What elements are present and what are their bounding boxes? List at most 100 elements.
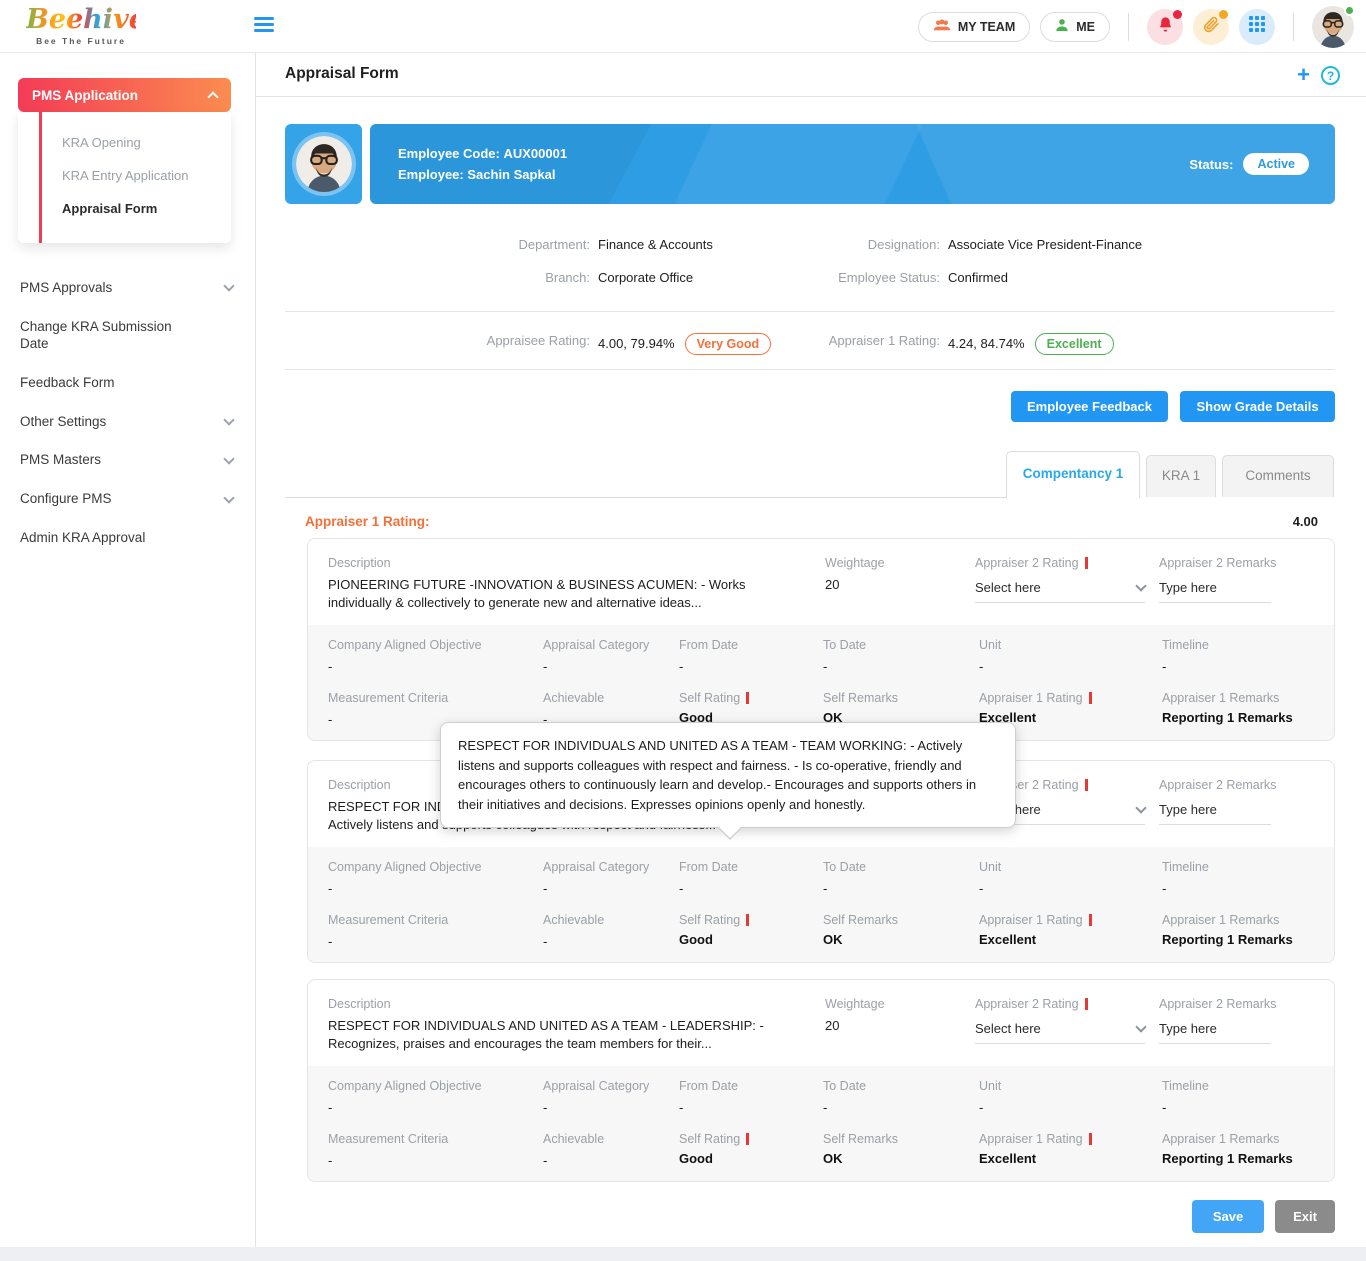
appraiser1-remarks-value: Reporting 1 Remarks xyxy=(1162,931,1293,947)
employee-name-line: Employee: Sachin Sapkal xyxy=(398,167,556,182)
measurement-criteria-value: - xyxy=(328,711,333,727)
chevron-down-icon xyxy=(223,280,235,293)
avatar-image xyxy=(1312,5,1354,48)
me-label: ME xyxy=(1076,19,1095,34)
weightage-value: 20 xyxy=(825,577,840,592)
competency-card: Description PIONEERING FUTURE -INNOVATIO… xyxy=(307,538,1335,741)
self-remarks-value: OK xyxy=(823,931,843,947)
sidebar: PMS Application KRA Opening KRA Entry Ap… xyxy=(0,53,256,1247)
appraiser2-remarks-input[interactable]: Type here xyxy=(1159,1021,1271,1044)
achievable-label: Achievable xyxy=(543,690,605,705)
sidebar-item-kra-entry-application[interactable]: KRA Entry Application xyxy=(62,168,189,183)
unit-label: Unit xyxy=(979,1079,1002,1093)
help-icon[interactable]: ? xyxy=(1321,66,1340,85)
appraiser2-rating-select[interactable]: Select here xyxy=(975,579,1147,603)
sidebar-item-other-settings[interactable]: Other Settings xyxy=(0,403,255,442)
main-content: Appraisal Form + ? Employee Code: AUX000… xyxy=(256,53,1366,1247)
logo-text: Beehive xyxy=(26,4,146,35)
tab-comments[interactable]: Comments xyxy=(1222,455,1334,497)
description-label: Description xyxy=(328,556,391,570)
measurement-criteria-value: - xyxy=(328,933,333,949)
company-aligned-objective-value: - xyxy=(328,1100,333,1115)
top-bar: Beehive Bee The Future MY TEAM ME xyxy=(0,0,1366,53)
sidebar-item-appraisal-form[interactable]: Appraisal Form xyxy=(62,201,158,216)
divider xyxy=(1293,12,1294,41)
divider xyxy=(285,311,1335,312)
my-team-button[interactable]: MY TEAM xyxy=(917,11,1031,42)
designation-value: Associate Vice President-Finance xyxy=(948,237,1143,252)
timeline-value: - xyxy=(1162,659,1167,674)
sidebar-item-configure-pms[interactable]: Configure PMS xyxy=(0,480,255,519)
save-button[interactable]: Save xyxy=(1192,1200,1264,1233)
to-date-value: - xyxy=(823,659,828,674)
appraiser1-remarks-value: Reporting 1 Remarks xyxy=(1162,709,1293,725)
appraisal-category-label: Appraisal Category xyxy=(543,860,650,874)
designation-label: Designation: xyxy=(867,237,940,252)
timeline-value: - xyxy=(1162,881,1167,896)
required-indicator xyxy=(746,1132,750,1145)
appraiser2-remarks-input[interactable]: Type here xyxy=(1159,802,1271,825)
company-aligned-objective-value: - xyxy=(328,659,333,674)
from-date-label: From Date xyxy=(679,638,739,652)
achievable-value: - xyxy=(543,933,548,949)
required-indicator xyxy=(746,913,750,926)
weightage-label: Weightage xyxy=(825,556,885,570)
appraiser2-remarks-input[interactable]: Type here xyxy=(1159,580,1271,603)
employee-code-line: Employee Code: AUX00001 xyxy=(398,146,568,161)
self-remarks-value: OK xyxy=(823,1150,843,1166)
achievable-value: - xyxy=(543,711,548,727)
chevron-up-icon xyxy=(207,91,219,103)
tab-compentancy-1[interactable]: Compentancy 1 xyxy=(1006,451,1140,498)
hamburger-menu-icon[interactable] xyxy=(254,17,274,35)
employee-code: AUX00001 xyxy=(503,146,568,161)
sidebar-item-feedback-form[interactable]: Feedback Form xyxy=(20,374,115,390)
self-rating-value: Good xyxy=(679,709,713,725)
me-button[interactable]: ME xyxy=(1040,11,1110,42)
beehive-logo[interactable]: Beehive Bee The Future xyxy=(26,4,146,47)
tab-kra-1[interactable]: KRA 1 xyxy=(1146,455,1216,497)
appraiser2-remarks-label: Appraiser 2 Remarks xyxy=(1159,778,1277,792)
sidebar-item-pms-masters[interactable]: PMS Masters xyxy=(0,441,255,480)
sidebar-item-change-kra-submission-date[interactable]: Change KRA Submission Date xyxy=(20,318,172,351)
employee-feedback-button[interactable]: Employee Feedback xyxy=(1011,391,1168,422)
description-value: RESPECT FOR INDIVIDUALS AND UNITED AS A … xyxy=(328,1018,764,1051)
required-indicator xyxy=(1084,998,1088,1010)
notifications-button[interactable] xyxy=(1147,8,1183,45)
appraiser1-rating-value: Excellent xyxy=(979,709,1037,725)
appraiser2-rating-select[interactable]: Select here xyxy=(975,1020,1147,1044)
show-grade-details-button[interactable]: Show Grade Details xyxy=(1180,391,1335,422)
appraiser1-remarks-label: Appraiser 1 Remarks xyxy=(1162,690,1280,705)
self-remarks-label: Self Remarks xyxy=(823,1131,899,1146)
user-avatar[interactable] xyxy=(1312,4,1355,48)
apps-button[interactable] xyxy=(1239,8,1275,45)
measurement-criteria-value: - xyxy=(328,1152,333,1168)
self-remarks-label: Self Remarks xyxy=(823,912,899,927)
sidebar-item-pms-application[interactable]: PMS Application xyxy=(18,78,231,112)
required-indicator xyxy=(1084,557,1088,569)
appraiser1-rating-label: Appraiser 1 Rating: xyxy=(828,333,940,348)
sidebar-item-admin-kra-approval[interactable]: Admin KRA Approval xyxy=(20,530,146,546)
appraiser1-remarks-label: Appraiser 1 Remarks xyxy=(1162,1131,1280,1146)
unit-label: Unit xyxy=(979,638,1002,652)
pms-application-submenu: KRA Opening KRA Entry Application Apprai… xyxy=(18,112,231,243)
exit-button[interactable]: Exit xyxy=(1275,1200,1335,1233)
pms-application-label: PMS Application xyxy=(32,87,139,103)
logo-tagline: Bee The Future xyxy=(36,36,126,46)
appraisal-category-value: - xyxy=(543,1100,548,1115)
branch-label: Branch: xyxy=(545,270,590,285)
section-appraiser1-rating-label: Appraiser 1 Rating: xyxy=(305,514,430,529)
appraiser1-rating-value: 4.24, 84.74% Excellent xyxy=(948,333,1114,355)
person-icon xyxy=(1055,18,1069,35)
description-value: PIONEERING FUTURE -INNOVATION & BUSINESS… xyxy=(328,577,746,610)
tab-baseline xyxy=(285,497,1007,498)
department-label: Department: xyxy=(518,237,590,252)
attachments-button[interactable] xyxy=(1193,8,1229,45)
notification-badge xyxy=(1173,9,1182,19)
appraiser1-remarks-value: Reporting 1 Remarks xyxy=(1162,1150,1293,1166)
from-date-value: - xyxy=(679,1100,684,1115)
add-icon[interactable]: + xyxy=(1297,62,1310,87)
online-status-dot xyxy=(1344,4,1355,16)
sidebar-item-kra-opening[interactable]: KRA Opening xyxy=(62,135,141,150)
department-value: Finance & Accounts xyxy=(598,237,713,252)
sidebar-item-pms-approvals[interactable]: PMS Approvals xyxy=(0,269,255,308)
